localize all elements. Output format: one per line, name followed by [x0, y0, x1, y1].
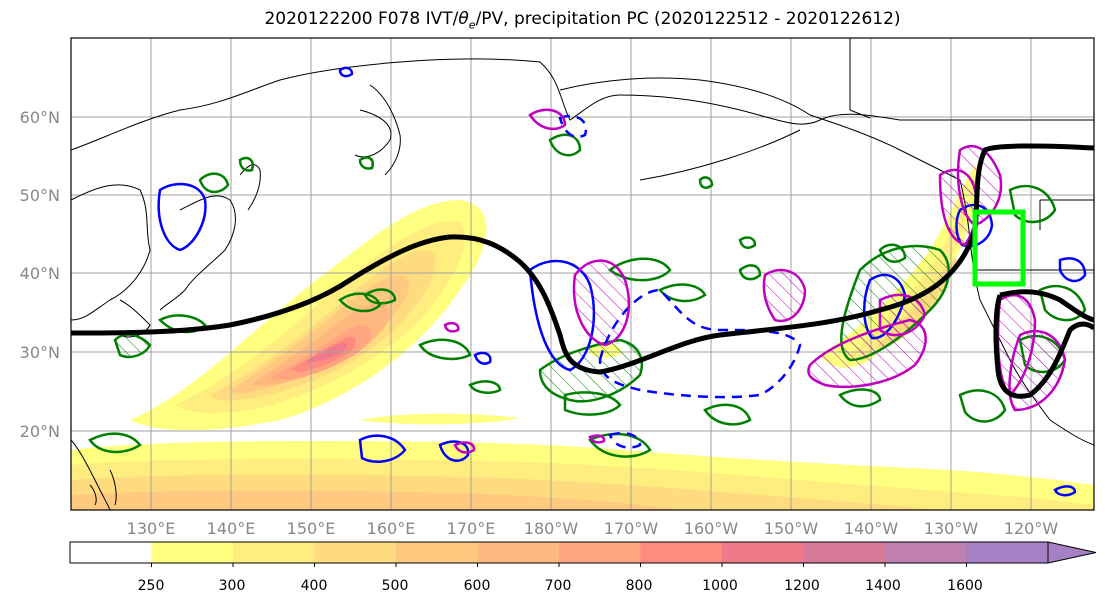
colorbar-segment: [151, 542, 234, 563]
lon-label: 160°E: [367, 519, 416, 538]
lat-label: 20°N: [20, 422, 60, 441]
colorbar-tick-label: 1600: [947, 578, 983, 594]
colorbar-tick-label: 300: [219, 578, 246, 594]
colorbar-tick-label: 600: [464, 578, 491, 594]
lon-label: 170°E: [447, 519, 496, 538]
colorbar-segment: [722, 542, 804, 563]
colorbar-tick-label: 700: [545, 578, 572, 594]
colorbar: [69, 541, 1097, 567]
colorbar-segment: [885, 542, 967, 563]
lon-label: 140°W: [844, 519, 899, 538]
colorbar-segment: [233, 542, 315, 563]
lat-label: 40°N: [20, 264, 60, 283]
colorbar-ticks: 250 300 400 500 600 700 800 1000 1200 14…: [138, 578, 983, 594]
colorbar-segment: [70, 542, 152, 563]
map-frame: [70, 37, 1095, 511]
colorbar-segment: [803, 542, 886, 563]
lon-label: 140°E: [207, 519, 256, 538]
colorbar-tick-label: 500: [382, 578, 409, 594]
lon-label: 160°W: [684, 519, 739, 538]
figure-title: 2020122200 F078 IVT/θe/PV, precipitation…: [0, 9, 1105, 31]
title-suffix: /PV, precipitation PC (2020122512 - 2020…: [475, 9, 901, 29]
target-box: [972, 209, 1026, 287]
colorbar-tick-label: 800: [626, 578, 653, 594]
colorbar-segment: [966, 542, 1049, 563]
map-panel: [71, 38, 1094, 510]
colorbar-tick-label: 400: [301, 578, 328, 594]
lon-label: 180°W: [524, 519, 579, 538]
colorbar-tick-label: 250: [138, 578, 165, 594]
lon-label: 130°E: [127, 519, 176, 538]
colorbar-tick-label: 1000: [702, 578, 738, 594]
colorbar-tick-label: 1200: [784, 578, 820, 594]
lat-label: 60°N: [20, 108, 60, 127]
pv-dashed-contours: [558, 114, 802, 449]
pv-contours: [157, 66, 1087, 497]
lon-label: 150°E: [287, 519, 336, 538]
lon-labels: 130°E 140°E 150°E 160°E 170°E 180°W 170°…: [127, 519, 1059, 538]
colorbar-segment: [477, 542, 560, 563]
title-wrap: 2020122200 F078 IVT/θe/PV, precipitation…: [0, 0, 1105, 36]
title-prefix: 2020122200 F078 IVT/: [264, 9, 459, 29]
lon-label: 170°W: [604, 519, 659, 538]
lon-label: 150°W: [764, 519, 819, 538]
lon-label: 130°W: [924, 519, 979, 538]
colorbar-segment: [559, 542, 641, 563]
colorbar-extend-arrow: [1047, 541, 1097, 564]
colorbar-segment: [640, 542, 723, 563]
colorbar-segment: [396, 542, 478, 563]
colorbar-segment: [314, 542, 397, 563]
lon-label: 120°W: [1004, 519, 1059, 538]
title-theta-sub: e: [468, 18, 476, 32]
title-theta: θ: [458, 9, 469, 29]
colorbar-tick-label: 1400: [865, 578, 901, 594]
lat-label: 50°N: [20, 186, 60, 205]
ivt-filled-contours: [71, 165, 1094, 510]
lat-labels: 60°N 50°N 40°N 30°N 20°N: [20, 108, 60, 441]
lat-label: 30°N: [20, 343, 60, 362]
